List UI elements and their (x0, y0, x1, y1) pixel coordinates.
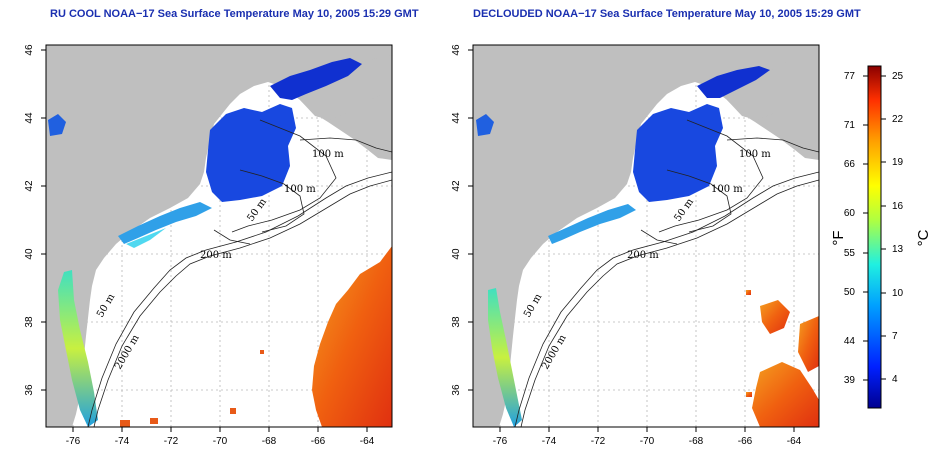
left-map-y-tick: 36 (24, 384, 35, 396)
right-map-tick-marks (468, 49, 795, 432)
left-map-x-tick: -64 (360, 436, 375, 447)
right-map-x-tick: -70 (640, 436, 655, 447)
left-map-plume-edge (126, 228, 166, 248)
left-map-y-tick: 46 (24, 44, 35, 56)
colorbar-f-tick: 55 (844, 248, 856, 259)
colorbar-f-tick: 66 (844, 159, 856, 170)
left-map-y-tick: 40 (24, 248, 35, 260)
right-map-cold-nova (697, 66, 770, 98)
right-map-coastal-water (488, 288, 522, 427)
left-map-x-tick: -66 (311, 436, 326, 447)
colorbar-f-tick: 77 (844, 71, 856, 82)
right-map-frame (472, 44, 820, 428)
left-map: 100 m 100 m 50 m 200 m 50 m 2000 m -76 -… (24, 44, 393, 447)
left-map-cold-patch-west (48, 114, 66, 136)
colorbar-f-tick: 50 (844, 287, 856, 298)
colorbar-tick-marks (863, 75, 886, 381)
right-map-x-tick: -64 (787, 436, 802, 447)
colorbar-c-tick: 19 (892, 157, 904, 168)
left-map-x-tick: -68 (262, 436, 277, 447)
colorbar-celsius-unit: °C (915, 229, 932, 246)
right-map-shelf-plume (548, 204, 636, 244)
right-map-contours (514, 119, 820, 428)
right-map-y-tick: 40 (451, 248, 462, 260)
left-map-land (46, 45, 392, 427)
left-map-cold-nova (270, 58, 362, 100)
colorbar-c-tick: 25 (892, 71, 904, 82)
left-map-nova-scotia (300, 55, 392, 120)
right-map-cold-water (633, 104, 723, 202)
colorbar-f-tick: 60 (844, 208, 856, 219)
right-map-warm-patches (746, 290, 819, 427)
left-map-cold-water (206, 104, 296, 202)
left-map-warm-water (312, 246, 392, 427)
colorbar-c-tick: 13 (892, 244, 904, 255)
colorbar-f-tick: 71 (844, 120, 856, 131)
right-map-nova-scotia (727, 55, 819, 120)
right-map-y-tick: 44 (451, 112, 462, 124)
colorbar-c-tick: 4 (892, 374, 898, 385)
colorbar-f-tick: 44 (844, 336, 856, 347)
right-map-x-tick: -74 (542, 436, 557, 447)
left-map-x-tick: -70 (213, 436, 228, 447)
right-map-contour-label: 200 m (627, 250, 659, 261)
right-map-x-tick: -66 (738, 436, 753, 447)
left-map-coastal-water (58, 270, 98, 427)
left-map-tick-marks (41, 49, 368, 432)
colorbar-fahrenheit-unit: °F (830, 230, 847, 245)
left-map-title: RU COOL NOAA−17 Sea Surface Temperature … (50, 8, 419, 20)
colorbar-f-tick: 39 (844, 375, 856, 386)
colorbar: 77 71 66 60 55 50 44 39 25 22 19 16 13 1… (830, 65, 932, 409)
right-map-y-tick: 42 (451, 180, 462, 192)
right-map: 100 m 100 m 50 m 200 m 50 m 2000 m -76 -… (451, 44, 820, 447)
left-map-shelf-plume (118, 202, 212, 244)
colorbar-c-tick: 22 (892, 114, 904, 125)
left-map-y-tick: 42 (24, 180, 35, 192)
left-map-y-tick: 38 (24, 316, 35, 328)
right-map-land (473, 45, 819, 427)
right-map-cold-patch-west (476, 114, 494, 136)
left-map-contour-label: 100 m (284, 184, 316, 195)
left-map-x-tick: -74 (115, 436, 130, 447)
left-map-contour-label: 100 m (312, 149, 344, 160)
left-map-frame (45, 44, 393, 428)
left-map-warm-specks (120, 350, 264, 427)
right-map-x-tick: -68 (689, 436, 704, 447)
right-map-y-tick: 38 (451, 316, 462, 328)
right-map-title: DECLOUDED NOAA−17 Sea Surface Temperatur… (473, 8, 861, 20)
right-map-x-tick: -76 (493, 436, 508, 447)
right-map-y-tick: 36 (451, 384, 462, 396)
right-map-x-tick: -72 (591, 436, 606, 447)
colorbar-c-tick: 7 (892, 331, 898, 342)
left-map-x-tick: -72 (164, 436, 179, 447)
right-map-y-tick: 46 (451, 44, 462, 56)
left-map-contour-label: 200 m (200, 250, 232, 261)
left-map-contours (87, 119, 393, 428)
left-map-y-tick: 44 (24, 112, 35, 124)
colorbar-c-tick: 10 (892, 288, 904, 299)
colorbar-gradient (867, 65, 882, 409)
colorbar-c-tick: 16 (892, 201, 904, 212)
left-map-x-tick: -76 (66, 436, 81, 447)
right-map-contour-label: 100 m (739, 149, 771, 160)
right-map-contour-label: 100 m (711, 184, 743, 195)
